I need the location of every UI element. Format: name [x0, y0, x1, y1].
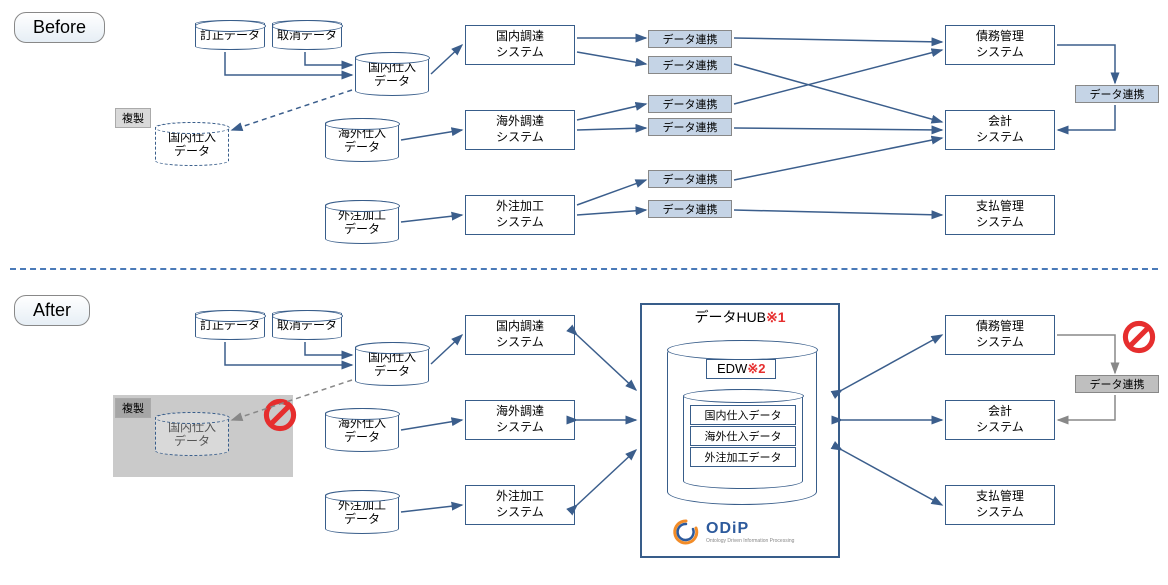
- edw-inner-3: 外注加工データ: [690, 447, 796, 467]
- linkbox-5: データ連携: [648, 170, 732, 188]
- tag-copy: 複製: [115, 108, 151, 128]
- edw-label: EDW※2: [706, 359, 776, 379]
- label: 国内仕入 データ: [368, 60, 416, 89]
- tag-copy-after: 複製: [115, 398, 151, 418]
- before-label: Before: [14, 12, 105, 43]
- label: 外注加工 データ: [338, 208, 386, 237]
- edw-text: EDW: [717, 361, 747, 376]
- box-outsource-system-after: 外注加工 システム: [465, 485, 575, 525]
- cylinder-domestic-copy-after: 国内仕入 データ: [155, 412, 229, 456]
- linkbox-3: データ連携: [648, 95, 732, 113]
- linkbox-right: データ連携: [1075, 85, 1159, 103]
- cylinder-correction-data-after: 訂正データ: [195, 310, 265, 340]
- cylinder-correction-data: 訂正データ: [195, 20, 265, 50]
- odip-subtext: Ontology Driven Information Processing: [706, 538, 794, 544]
- box-payment-system-after: 支払管理 システム: [945, 485, 1055, 525]
- cylinder-overseas-purchase: 海外仕入 データ: [325, 118, 399, 162]
- edw-mark: ※2: [747, 361, 765, 376]
- cylinder-domestic-copy: 国内仕入 データ: [155, 122, 229, 166]
- linkbox-6: データ連携: [648, 200, 732, 218]
- box-overseas-system-after: 海外調達 システム: [465, 400, 575, 440]
- odip-logo: ODiP Ontology Driven Information Process…: [672, 518, 794, 546]
- label: 国内仕入 データ: [368, 350, 416, 379]
- edw-inner-1: 国内仕入データ: [690, 405, 796, 425]
- box-outsource-system: 外注加工 システム: [465, 195, 575, 235]
- linkbox-2: データ連携: [648, 56, 732, 74]
- box-payment-system: 支払管理 システム: [945, 195, 1055, 235]
- odip-text: ODiP: [706, 520, 794, 538]
- hub-title-mark: ※1: [766, 309, 786, 325]
- cylinder-outsource-after: 外注加工 データ: [325, 490, 399, 534]
- after-label: After: [14, 295, 90, 326]
- box-domestic-system: 国内調達 システム: [465, 25, 575, 65]
- label: 外注加工 データ: [338, 498, 386, 527]
- edw-inner-2: 海外仕入データ: [690, 426, 796, 446]
- no-entry-icon-2: [1122, 320, 1156, 354]
- label: 海外仕入 データ: [338, 416, 386, 445]
- odip-swirl-icon: [672, 518, 700, 546]
- divider: [10, 268, 1158, 270]
- label: 国内仕入 データ: [168, 420, 216, 449]
- linkbox-4: データ連携: [648, 118, 732, 136]
- box-accounting-system: 会計 システム: [945, 110, 1055, 150]
- cylinder-domestic-purchase: 国内仕入 データ: [355, 52, 429, 96]
- no-entry-icon-1: [263, 398, 297, 432]
- cylinder-overseas-purchase-after: 海外仕入 データ: [325, 408, 399, 452]
- cylinder-cancel-data-after: 取消データ: [272, 310, 342, 340]
- cylinder-outsource: 外注加工 データ: [325, 200, 399, 244]
- cylinder-domestic-purchase-after: 国内仕入 データ: [355, 342, 429, 386]
- linkbox-1: データ連携: [648, 30, 732, 48]
- label: 国内仕入 データ: [168, 130, 216, 159]
- cylinder-cancel-data: 取消データ: [272, 20, 342, 50]
- label: 海外仕入 データ: [338, 126, 386, 155]
- hub-title-text: データHUB: [694, 309, 766, 325]
- data-hub-container: データHUB※1 EDW※2 国内仕入データ 海外仕入データ 外注加工データ: [640, 303, 840, 558]
- box-debt-system-after: 債務管理 システム: [945, 315, 1055, 355]
- box-overseas-system: 海外調達 システム: [465, 110, 575, 150]
- box-accounting-system-after: 会計 システム: [945, 400, 1055, 440]
- box-debt-system: 債務管理 システム: [945, 25, 1055, 65]
- hub-title: データHUB※1: [642, 305, 838, 329]
- edw-cylinder: EDW※2 国内仕入データ 海外仕入データ 外注加工データ: [667, 340, 817, 505]
- box-domestic-system-after: 国内調達 システム: [465, 315, 575, 355]
- linkbox-right-after: データ連携: [1075, 375, 1159, 393]
